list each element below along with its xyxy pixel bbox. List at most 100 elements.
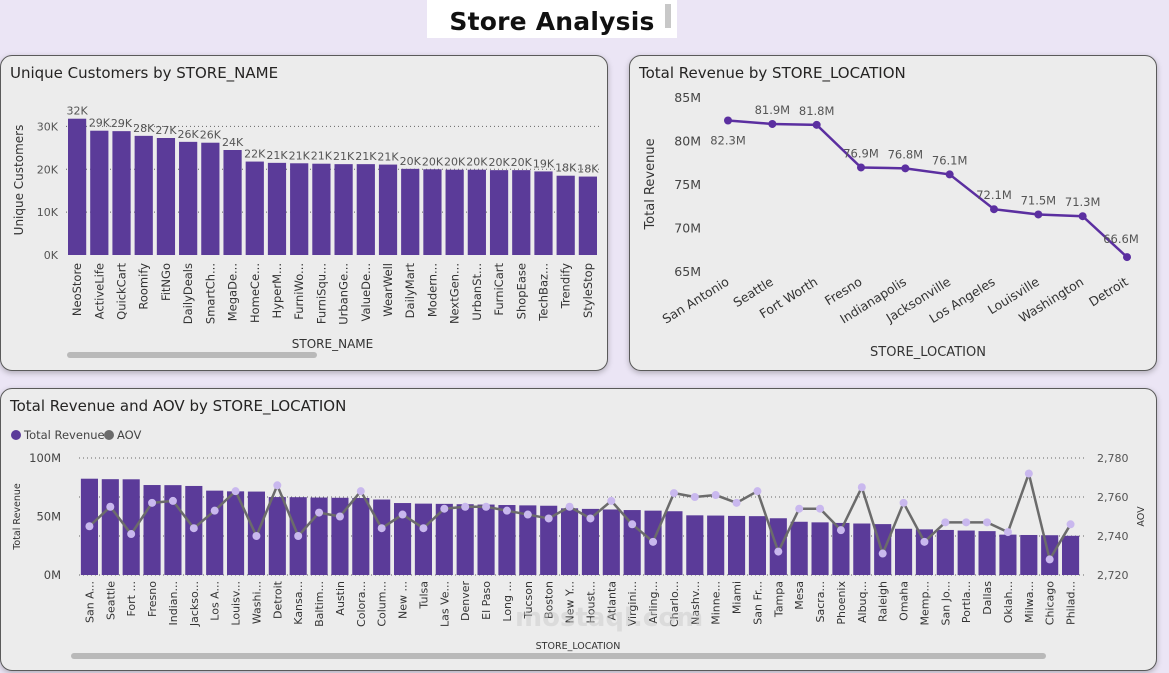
y-tick-label: 20K [37, 163, 59, 176]
x-tick-label: Sacra... [814, 581, 827, 623]
x-tick-label: FurniWo... [292, 263, 306, 320]
x-tick-label: San Jo... [939, 581, 952, 625]
data-label: 66.6M [1103, 232, 1139, 246]
x-tick-label: Chicago [1044, 581, 1057, 625]
combo-chart-title: Total Revenue and AOV by STORE_LOCATION [10, 397, 347, 415]
x-tick-label: WearWell [381, 263, 395, 317]
bar [1062, 535, 1080, 575]
y-axis-title: Total Revenue [643, 138, 658, 230]
x-tick-label: Colora... [355, 581, 368, 627]
aov-point [1045, 555, 1054, 564]
bar [895, 528, 913, 575]
bar [936, 529, 954, 575]
aov-point [315, 508, 324, 517]
y-tick-label: 85M [674, 90, 701, 105]
aov-point [941, 518, 950, 527]
customers-chart-title: Unique Customers by STORE_NAME [10, 64, 279, 82]
bar [356, 164, 375, 255]
aov-point [920, 537, 929, 546]
data-label: 19K [533, 157, 555, 170]
bar [331, 497, 349, 575]
bar [769, 518, 787, 575]
aov-point [482, 502, 491, 511]
x-tick-label: Washi... [250, 581, 263, 624]
data-label: 26K [200, 129, 222, 142]
aov-point [85, 522, 94, 531]
x-tick-label: StyleStop [581, 263, 595, 318]
bar [206, 490, 224, 575]
data-label: 72.1M [976, 188, 1012, 202]
x-tick-label: Portla... [960, 581, 973, 623]
x-tick-label: Baltim... [313, 581, 326, 627]
x-tick-label: HyperM... [270, 263, 284, 318]
data-label: 21K [266, 149, 288, 162]
aov-point [774, 547, 783, 556]
data-label: 71.5M [1021, 193, 1057, 207]
data-label: 27K [155, 124, 177, 137]
aov-point [607, 496, 616, 505]
line-point [724, 116, 732, 125]
aov-point [690, 493, 699, 501]
y-tick-label: 10K [37, 206, 59, 219]
data-label: 20K [422, 155, 444, 168]
data-label: 20K [466, 156, 488, 169]
y-tick-label: 70M [674, 221, 701, 236]
x-tick-label: Colum... [376, 581, 389, 627]
x-tick-label: Raleigh [877, 581, 890, 622]
data-label: 24K [222, 136, 244, 149]
x-tick-label: HomeCe... [248, 263, 262, 323]
aov-point [148, 498, 157, 507]
page-title-box: Store Analysis [427, 0, 677, 38]
y-tick-label: 80M [674, 134, 701, 149]
bar [623, 510, 641, 575]
y-tick-label: 0K [44, 249, 59, 262]
x-tick-label: Detroit [271, 580, 284, 619]
bar [435, 503, 453, 575]
data-label: 26K [178, 128, 200, 141]
data-label: 20K [400, 155, 422, 168]
line-point [1123, 253, 1131, 262]
x-tick-label: New ... [397, 581, 410, 619]
x-tick-label: Indian... [167, 581, 180, 625]
bar [999, 534, 1017, 575]
data-label: 21K [289, 149, 311, 162]
bar [519, 505, 537, 575]
aov-point [586, 514, 595, 523]
x-tick-label: San Fr... [751, 581, 764, 625]
x-tick-label: ActiveLife [92, 263, 106, 319]
x-axis-title: STORE_LOCATION [870, 345, 986, 360]
x-tick-label: Milwa... [1023, 581, 1036, 623]
data-label: 32K [66, 105, 88, 118]
combo-scrollbar[interactable] [71, 653, 1046, 659]
bar [67, 118, 87, 255]
x-tick-label: Omaha [898, 581, 911, 621]
bar [578, 176, 598, 255]
x-tick-label: Las Ve... [438, 581, 451, 627]
x-tick-label: Oklah... [1002, 581, 1015, 623]
combo-card[interactable]: Total Revenue and AOV by STORE_LOCATION … [0, 388, 1157, 671]
y2-tick-label: 2,720 [1097, 569, 1129, 582]
x-tick-label: Virgini... [626, 581, 639, 626]
aov-point [356, 487, 365, 496]
customers-scrollbar[interactable] [67, 352, 317, 358]
aov-point [983, 518, 992, 527]
data-label: 20K [511, 156, 533, 169]
line-point [901, 164, 910, 173]
aov-point [628, 520, 637, 529]
bar [445, 169, 464, 255]
x-tick-label: Boston [543, 581, 556, 619]
bar [414, 503, 432, 575]
combo-chart: Total Revenue AOV 2,720 2,740 2,760 2,780 0M 50… [11, 428, 1147, 652]
data-label: 71.3M [1065, 195, 1101, 209]
customers-chart: 0K 10K 20K 30K Unique Customers 32K NeoStore 29… [12, 105, 599, 351]
bar [853, 523, 871, 575]
customers-card[interactable]: Unique Customers by STORE_NAME 0K 10K 20K 3… [0, 55, 608, 371]
aov-point [565, 502, 574, 511]
revenue-card[interactable]: Total Revenue by STORE_LOCATION 65M 70M 75… [629, 55, 1157, 371]
bar [561, 508, 579, 575]
bar [134, 135, 153, 255]
data-label: 18K [577, 163, 599, 176]
x-tick-label: QuickCart [115, 263, 129, 320]
aov-point [795, 504, 804, 513]
aov-point [210, 506, 219, 515]
